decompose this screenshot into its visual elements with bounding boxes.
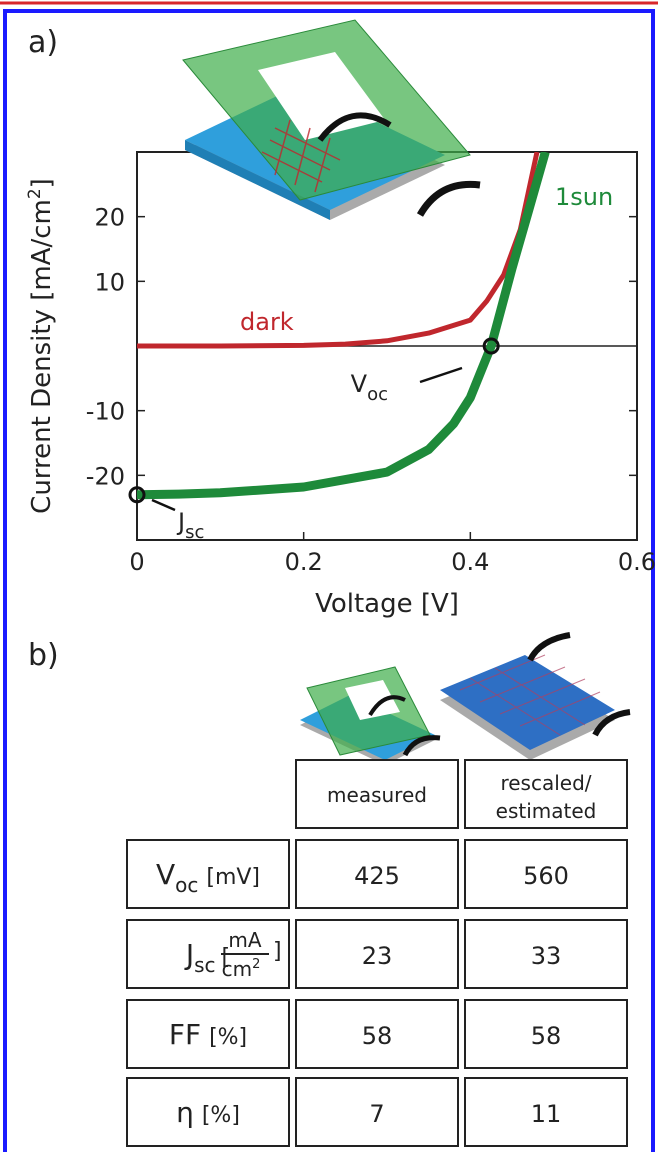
y-axis-label: Current Density [mA/cm2] [25, 178, 57, 514]
table-value: 11 [531, 1100, 562, 1128]
table-header: measured [327, 783, 427, 807]
row-label-unit: ] [273, 939, 282, 964]
annotation-arrow [152, 500, 175, 510]
y-axis-label-end: ] [27, 178, 57, 188]
row-label-sub: oc [175, 873, 198, 897]
x-tick-label: 0 [129, 548, 144, 576]
device-small [300, 667, 440, 765]
annotation-arrow [420, 368, 462, 382]
table-cell [127, 1000, 289, 1068]
page: a) b) -20 -10 10 20 0 0.2 0.4 0.6 Voltage [V] Cur… [0, 0, 658, 1152]
table-value: 560 [523, 862, 569, 890]
table-value: 425 [354, 862, 400, 890]
annotation-sub: sc [185, 522, 204, 543]
table-value: 58 [531, 1022, 562, 1050]
figure: a) b) -20 -10 10 20 0 0.2 0.4 0.6 Voltage [V] Cur… [0, 0, 658, 1152]
row-label-main: η [176, 1096, 194, 1129]
row-label-main: FF [169, 1018, 201, 1051]
table: measured rescaled/ estimated [296, 760, 627, 828]
y-tick-label: 10 [94, 268, 125, 296]
table-value: 23 [362, 942, 393, 970]
row-label-unit: [%] [202, 1103, 240, 1128]
y-tick-label: -20 [86, 462, 125, 490]
row-label-main: J [184, 938, 194, 971]
annotation-main: J [176, 508, 185, 536]
y-axis-label-text: Current Density [mA/cm [27, 199, 57, 514]
table-value: 33 [531, 942, 562, 970]
y-tick-label: 20 [94, 204, 125, 232]
row-label-sub: sc [194, 953, 215, 977]
panel-label: a) [28, 25, 58, 60]
table-value: 7 [369, 1100, 384, 1128]
series-label: 1sun [555, 183, 613, 211]
x-tick-label: 0.2 [285, 548, 323, 576]
x-tick-label: 0.6 [618, 548, 656, 576]
unit-sup: 2 [252, 957, 260, 972]
table-header: rescaled/ [500, 771, 591, 795]
annotation-sub: oc [367, 384, 388, 405]
annotation-main: V [351, 370, 368, 398]
unit-numerator: mA [228, 928, 261, 952]
row-label-unit: [mV] [206, 865, 260, 890]
x-tick-label: 0.4 [451, 548, 489, 576]
plot: -20 -10 10 20 0 0.2 0.4 0.6 Voltage [V] Current D… [25, 152, 656, 619]
table-header: estimated [496, 799, 597, 823]
panel-label: b) [28, 638, 59, 673]
row-label-main: V [156, 858, 175, 891]
unit-den: cm [222, 957, 252, 981]
y-tick-label: -10 [86, 398, 125, 426]
table-value: 58 [362, 1022, 393, 1050]
x-axis-label: Voltage [V] [315, 589, 459, 619]
annotation: Voc [351, 370, 388, 405]
device-large [440, 635, 630, 760]
annotation: Jsc [176, 508, 204, 543]
row-label-unit: [%] [209, 1025, 247, 1050]
series-label: dark [240, 308, 294, 336]
y-axis-label-sup: 2 [25, 188, 45, 199]
device-inset [183, 20, 480, 220]
